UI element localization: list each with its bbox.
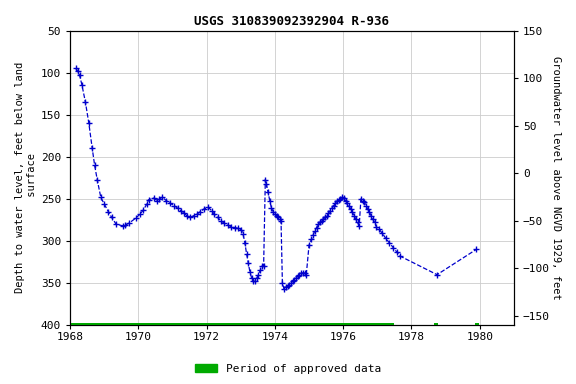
Bar <box>70 323 395 327</box>
Legend: Period of approved data: Period of approved data <box>191 359 385 379</box>
Bar <box>475 323 479 327</box>
Title: USGS 310839092392904 R-936: USGS 310839092392904 R-936 <box>195 15 389 28</box>
Y-axis label: Depth to water level, feet below land
 surface: Depth to water level, feet below land su… <box>15 62 37 293</box>
Y-axis label: Groundwater level above NGVD 1929, feet: Groundwater level above NGVD 1929, feet <box>551 56 561 300</box>
Bar <box>434 323 438 327</box>
